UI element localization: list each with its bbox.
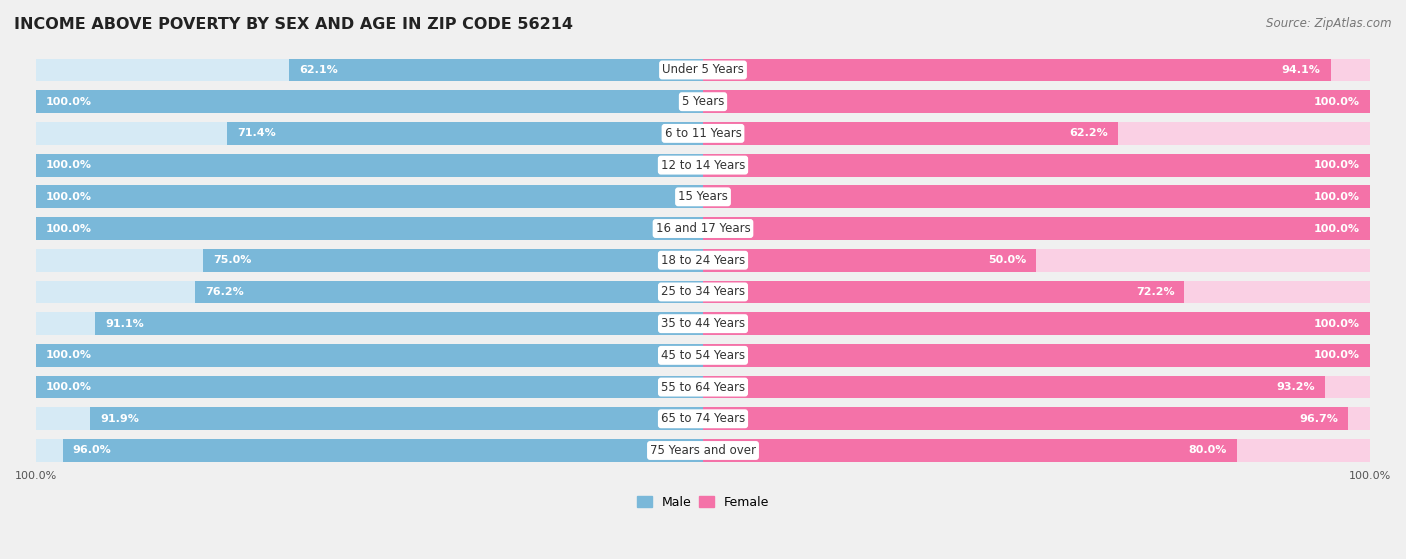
Bar: [37, 90, 703, 113]
Text: 96.0%: 96.0%: [73, 446, 111, 456]
Bar: [96, 312, 703, 335]
Bar: [703, 408, 1369, 430]
Text: 5 Years: 5 Years: [682, 95, 724, 108]
Bar: [37, 376, 703, 399]
Bar: [703, 122, 1369, 145]
Text: 65 to 74 Years: 65 to 74 Years: [661, 413, 745, 425]
Text: 76.2%: 76.2%: [205, 287, 243, 297]
Bar: [90, 408, 703, 430]
Text: 91.9%: 91.9%: [100, 414, 139, 424]
Bar: [37, 217, 703, 240]
Bar: [703, 122, 1118, 145]
Text: INCOME ABOVE POVERTY BY SEX AND AGE IN ZIP CODE 56214: INCOME ABOVE POVERTY BY SEX AND AGE IN Z…: [14, 17, 574, 32]
Text: 62.1%: 62.1%: [299, 65, 337, 75]
Bar: [37, 90, 703, 113]
Bar: [703, 376, 1324, 399]
Text: 100.0%: 100.0%: [46, 192, 93, 202]
Bar: [37, 154, 703, 177]
Bar: [226, 122, 703, 145]
Text: Source: ZipAtlas.com: Source: ZipAtlas.com: [1267, 17, 1392, 30]
Bar: [37, 186, 703, 209]
Bar: [37, 249, 703, 272]
Bar: [37, 344, 703, 367]
Bar: [37, 408, 703, 430]
Bar: [37, 154, 703, 177]
Bar: [63, 439, 703, 462]
Bar: [703, 312, 1369, 335]
Bar: [703, 408, 1348, 430]
Bar: [703, 59, 1369, 82]
Bar: [37, 186, 703, 209]
Bar: [195, 281, 703, 304]
Legend: Male, Female: Male, Female: [631, 491, 775, 514]
Text: Under 5 Years: Under 5 Years: [662, 64, 744, 77]
Text: 94.1%: 94.1%: [1282, 65, 1320, 75]
Bar: [703, 217, 1369, 240]
Bar: [37, 281, 703, 304]
Bar: [703, 281, 1369, 304]
Text: 18 to 24 Years: 18 to 24 Years: [661, 254, 745, 267]
Bar: [703, 154, 1369, 177]
Text: 93.2%: 93.2%: [1275, 382, 1315, 392]
Bar: [703, 281, 1184, 304]
Text: 15 Years: 15 Years: [678, 190, 728, 203]
Text: 6 to 11 Years: 6 to 11 Years: [665, 127, 741, 140]
Bar: [703, 186, 1369, 209]
Bar: [703, 59, 1330, 82]
Text: 100.0%: 100.0%: [1313, 350, 1360, 361]
Bar: [703, 186, 1369, 209]
Bar: [37, 59, 703, 82]
Text: 100.0%: 100.0%: [1313, 160, 1360, 170]
Bar: [37, 122, 703, 145]
Bar: [37, 312, 703, 335]
Bar: [37, 439, 703, 462]
Text: 62.2%: 62.2%: [1069, 129, 1108, 139]
Bar: [703, 217, 1369, 240]
Bar: [703, 249, 1369, 272]
Bar: [37, 376, 703, 399]
Text: 91.1%: 91.1%: [105, 319, 145, 329]
Text: 100.0%: 100.0%: [46, 224, 93, 234]
Text: 55 to 64 Years: 55 to 64 Years: [661, 381, 745, 394]
Bar: [703, 312, 1369, 335]
Bar: [37, 217, 703, 240]
Text: 100.0%: 100.0%: [46, 160, 93, 170]
Text: 100.0%: 100.0%: [46, 97, 93, 107]
Text: 25 to 34 Years: 25 to 34 Years: [661, 286, 745, 299]
Bar: [37, 344, 703, 367]
Bar: [288, 59, 703, 82]
Text: 16 and 17 Years: 16 and 17 Years: [655, 222, 751, 235]
Text: 100.0%: 100.0%: [46, 382, 93, 392]
Bar: [202, 249, 703, 272]
Bar: [703, 439, 1236, 462]
Bar: [703, 90, 1369, 113]
Bar: [703, 154, 1369, 177]
Text: 12 to 14 Years: 12 to 14 Years: [661, 159, 745, 172]
Bar: [703, 344, 1369, 367]
Text: 100.0%: 100.0%: [1313, 319, 1360, 329]
Bar: [703, 90, 1369, 113]
Text: 45 to 54 Years: 45 to 54 Years: [661, 349, 745, 362]
Text: 50.0%: 50.0%: [988, 255, 1026, 265]
Text: 71.4%: 71.4%: [236, 129, 276, 139]
Text: 100.0%: 100.0%: [1313, 224, 1360, 234]
Text: 75.0%: 75.0%: [212, 255, 252, 265]
Text: 96.7%: 96.7%: [1299, 414, 1339, 424]
Text: 80.0%: 80.0%: [1188, 446, 1226, 456]
Text: 100.0%: 100.0%: [46, 350, 93, 361]
Text: 100.0%: 100.0%: [1313, 192, 1360, 202]
Bar: [703, 344, 1369, 367]
Text: 75 Years and over: 75 Years and over: [650, 444, 756, 457]
Bar: [703, 439, 1369, 462]
Bar: [703, 249, 1036, 272]
Text: 100.0%: 100.0%: [1313, 97, 1360, 107]
Text: 35 to 44 Years: 35 to 44 Years: [661, 317, 745, 330]
Text: 72.2%: 72.2%: [1136, 287, 1174, 297]
Bar: [703, 376, 1369, 399]
